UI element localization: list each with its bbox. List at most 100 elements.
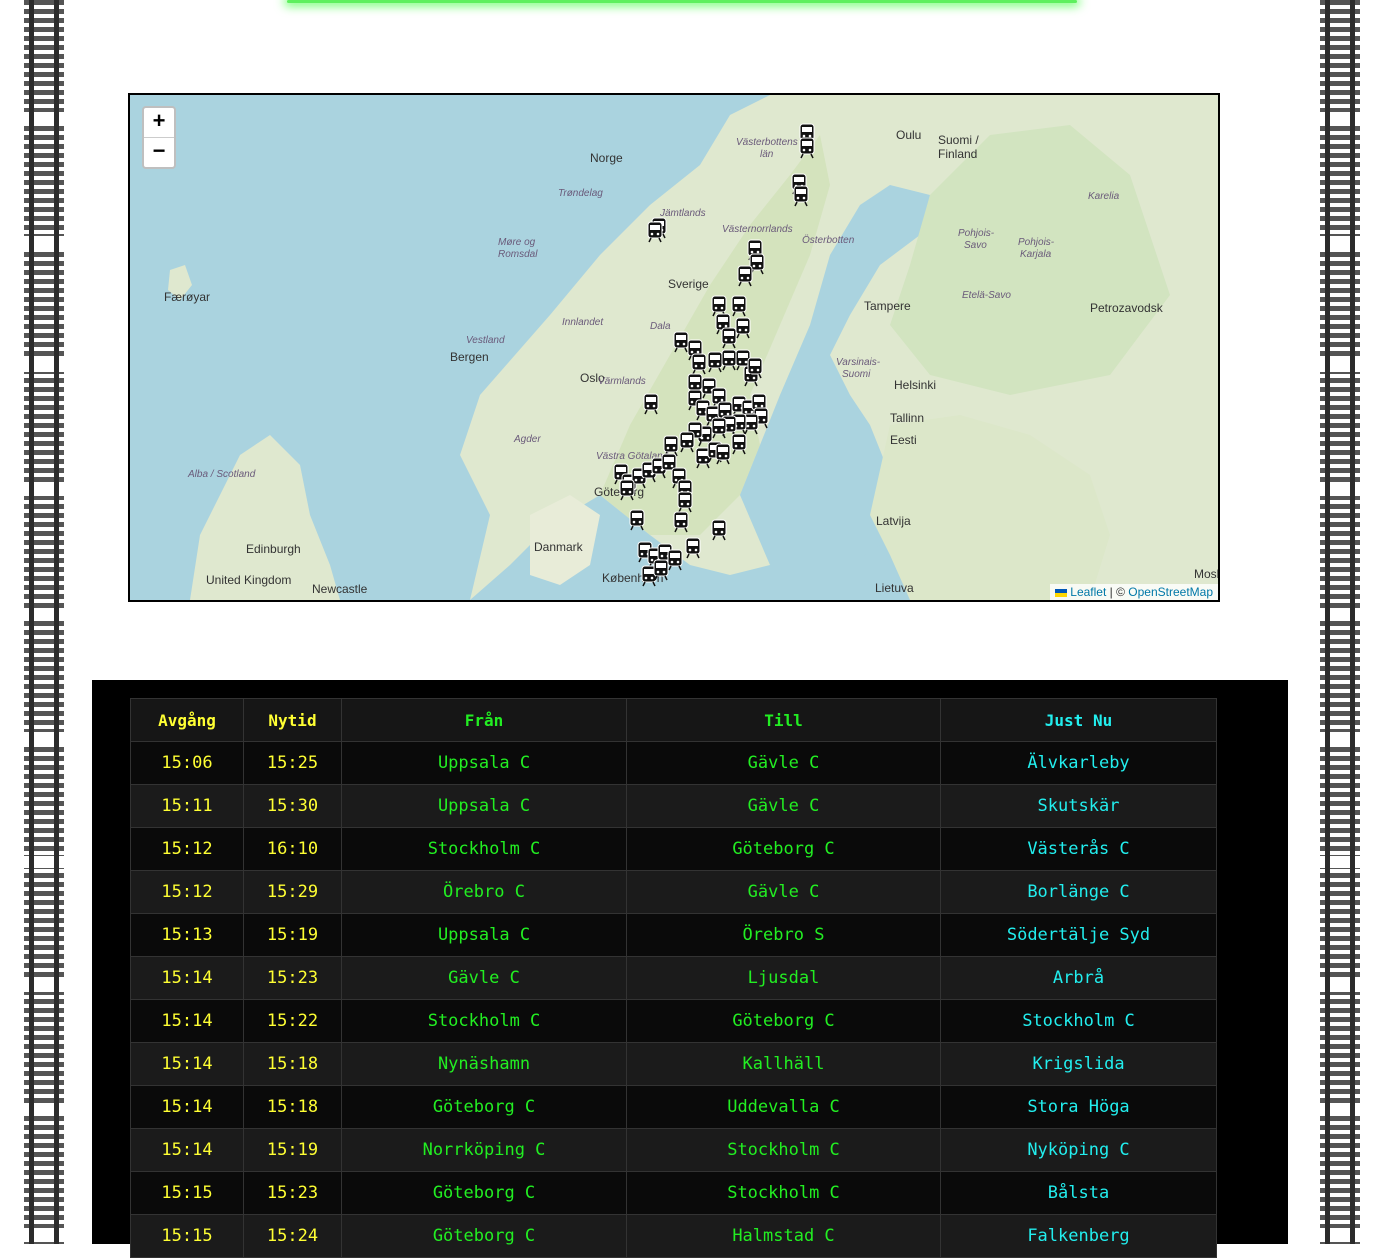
map-label: Trøndelag <box>558 188 603 199</box>
current-location-cell: Krigslida <box>941 1043 1217 1086</box>
current-location-cell: Södertälje Syd <box>941 914 1217 957</box>
train-icon[interactable] <box>792 185 810 207</box>
train-icon[interactable] <box>672 511 690 533</box>
train-icon[interactable] <box>642 393 660 415</box>
train-icon[interactable] <box>710 519 728 541</box>
from-station-cell: Göteborg C <box>342 1086 627 1129</box>
current-location-cell: Falkenberg <box>941 1215 1217 1258</box>
map-label: Suomi / <box>938 133 979 147</box>
map-label: län <box>760 149 773 160</box>
map-label: Danmark <box>534 540 583 554</box>
to-station-cell: Gävle C <box>627 742 941 785</box>
current-location-cell: Västerås C <box>941 828 1217 871</box>
to-station-cell: Göteborg C <box>627 1000 941 1043</box>
map-label: Etelä-Savo <box>962 290 1011 301</box>
map-label: Norge <box>590 151 623 165</box>
new-time-cell: 15:18 <box>244 1043 342 1086</box>
departure-time-cell: 15:11 <box>131 785 244 828</box>
table-header-row: Avgång Nytid Från Till Just Nu <box>131 699 1217 742</box>
header-new-time: Nytid <box>244 699 342 742</box>
from-station-cell: Uppsala C <box>342 785 627 828</box>
departure-time-cell: 15:12 <box>131 871 244 914</box>
map-label: Österbotten <box>802 235 854 246</box>
train-map[interactable]: + − Norge Suomi / Finland Oulu Västerbot… <box>128 93 1220 602</box>
map-label: Pohjois- <box>958 228 994 239</box>
to-station-cell: Stockholm C <box>627 1129 941 1172</box>
from-station-cell: Stockholm C <box>342 1000 627 1043</box>
train-icon[interactable] <box>730 433 748 455</box>
current-location-cell: Stora Höga <box>941 1086 1217 1129</box>
map-label: Bergen <box>450 350 489 364</box>
current-location-cell: Älvkarleby <box>941 742 1217 785</box>
map-label: Edinburgh <box>246 542 301 556</box>
train-icon[interactable] <box>618 479 636 501</box>
train-icon[interactable] <box>676 491 694 513</box>
train-icon[interactable] <box>652 559 670 581</box>
departure-time-cell: 15:14 <box>131 1000 244 1043</box>
zoom-in-button[interactable]: + <box>144 108 174 137</box>
train-icon[interactable] <box>628 509 646 531</box>
map-label: Latvija <box>876 514 911 528</box>
from-station-cell: Nynäshamn <box>342 1043 627 1086</box>
new-time-cell: 15:22 <box>244 1000 342 1043</box>
departure-time-cell: 15:06 <box>131 742 244 785</box>
map-label: Västernorrlands <box>722 224 793 235</box>
from-station-cell: Gävle C <box>342 957 627 1000</box>
train-icon[interactable] <box>746 357 764 379</box>
train-icon[interactable] <box>736 265 754 287</box>
zoom-control: + − <box>142 106 176 169</box>
to-station-cell: Halmstad C <box>627 1215 941 1258</box>
new-time-cell: 15:29 <box>244 871 342 914</box>
train-icon[interactable] <box>646 221 664 243</box>
zoom-out-button[interactable]: − <box>144 137 174 167</box>
map-label: Varsinais- <box>836 357 880 368</box>
from-station-cell: Norrköping C <box>342 1129 627 1172</box>
departure-time-cell: 15:15 <box>131 1215 244 1258</box>
train-icon[interactable] <box>684 537 702 559</box>
to-station-cell: Göteborg C <box>627 828 941 871</box>
train-icon[interactable] <box>798 137 816 159</box>
map-label: Eesti <box>890 433 917 447</box>
to-station-cell: Örebro S <box>627 914 941 957</box>
new-time-cell: 15:19 <box>244 914 342 957</box>
new-time-cell: 15:23 <box>244 1172 342 1215</box>
new-time-cell: 15:24 <box>244 1215 342 1258</box>
departure-time-cell: 15:12 <box>131 828 244 871</box>
departure-time-cell: 15:14 <box>131 1043 244 1086</box>
map-label: United Kingdom <box>206 573 291 587</box>
map-label: Moskva <box>1194 567 1220 581</box>
openstreetmap-link[interactable]: OpenStreetMap <box>1128 585 1213 599</box>
to-station-cell: Gävle C <box>627 871 941 914</box>
header-glow-bar <box>287 0 1077 3</box>
new-time-cell: 16:10 <box>244 828 342 871</box>
train-icon[interactable] <box>730 295 748 317</box>
current-location-cell: Nyköping C <box>941 1129 1217 1172</box>
departure-time-cell: 15:14 <box>131 957 244 1000</box>
leaflet-link[interactable]: Leaflet <box>1070 585 1106 599</box>
from-station-cell: Stockholm C <box>342 828 627 871</box>
train-icon[interactable] <box>734 317 752 339</box>
map-label: Västerbottens <box>736 137 798 148</box>
departure-time-cell: 15:15 <box>131 1172 244 1215</box>
map-attribution: Leaflet | © OpenStreetMap <box>1050 584 1218 600</box>
map-label: Lietuva <box>875 581 914 595</box>
departure-time-cell: 15:14 <box>131 1129 244 1172</box>
current-location-cell: Borlänge C <box>941 871 1217 914</box>
map-label: Vestland <box>466 335 505 346</box>
new-time-cell: 15:25 <box>244 742 342 785</box>
map-label: Dala <box>650 321 671 332</box>
to-station-cell: Ljusdal <box>627 957 941 1000</box>
railway-track-right-decoration <box>1320 0 1360 1244</box>
to-station-cell: Gävle C <box>627 785 941 828</box>
map-label: Agder <box>514 434 541 445</box>
map-label: Finland <box>938 147 977 161</box>
from-station-cell: Göteborg C <box>342 1172 627 1215</box>
railway-track-left-decoration <box>24 0 64 1244</box>
